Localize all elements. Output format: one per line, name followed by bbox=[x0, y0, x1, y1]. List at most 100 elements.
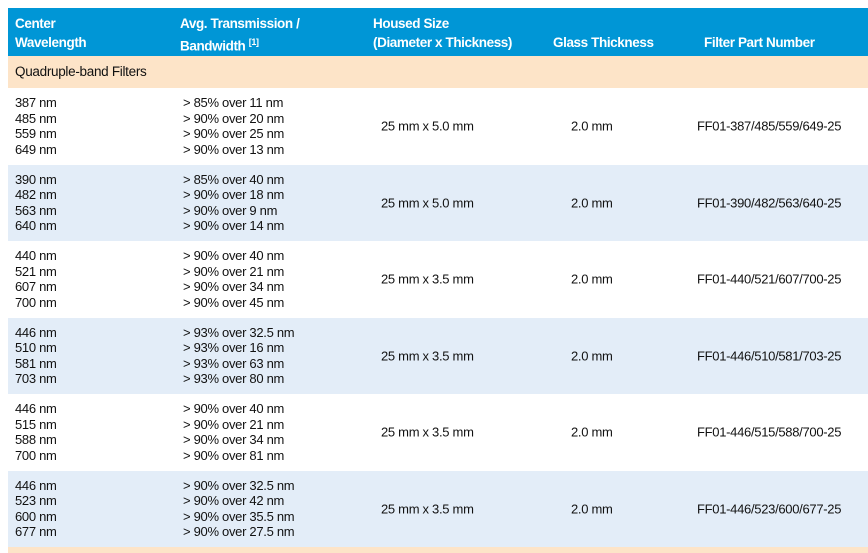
transmission-bandwidth-line: > 85% over 11 nm bbox=[183, 95, 284, 111]
center-wavelength-line: 515 nm bbox=[15, 416, 57, 432]
housed-size-line: 25 mm x 5.0 mm bbox=[381, 195, 474, 210]
table-row: 446 nm 510 nm 581 nm 703 nm > 93% over 32.5 … bbox=[8, 317, 868, 394]
housed-size: 25 mm x 3.5 mm bbox=[381, 501, 474, 517]
transmission-bandwidth-line: > 90% over 45 nm bbox=[183, 294, 285, 310]
housed-size: 25 mm x 3.5 mm bbox=[381, 425, 474, 441]
center-wavelength: 387 nm 485 nm 559 nm 649 nm bbox=[15, 95, 57, 157]
housed-size-line: 25 mm x 3.5 mm bbox=[381, 348, 474, 363]
glass-thickness: 2.0 mm bbox=[571, 195, 613, 211]
table-row: 390 nm 482 nm 563 nm 640 nm > 85% over 40 nm… bbox=[8, 164, 868, 241]
part-number: FF01-446/510/581/703-25 bbox=[697, 348, 841, 364]
housed-size-line: 25 mm x 3.5 mm bbox=[381, 424, 474, 440]
footnote-ref: [1] bbox=[248, 37, 259, 47]
transmission-bandwidth-line: > 90% over 40 nm bbox=[183, 248, 285, 264]
glass-thickness-line: 2.0 mm bbox=[571, 348, 613, 363]
center-wavelength-line: 559 nm bbox=[15, 126, 57, 142]
center-wavelength: 446 nm 523 nm 600 nm 677 nm bbox=[15, 478, 57, 540]
transmission-bandwidth-line: > 90% over 20 nm bbox=[183, 110, 285, 126]
header-text: Avg. Transmission / bbox=[180, 16, 300, 31]
transmission-bandwidth-line: > 90% over 27.5 nm bbox=[183, 524, 295, 540]
glass-thickness: 2.0 mm bbox=[571, 348, 613, 364]
glass-thickness-line: 2.0 mm bbox=[571, 501, 613, 516]
housed-size-line: 25 mm x 5.0 mm bbox=[381, 118, 474, 134]
transmission-bandwidth-line: > 90% over 18 nm bbox=[183, 187, 285, 203]
header-housed-size: Housed Size (Diameter x Thickness) bbox=[373, 14, 512, 52]
center-wavelength-line: 510 nm bbox=[15, 340, 57, 356]
housed-size: 25 mm x 5.0 mm bbox=[381, 195, 474, 211]
center-wavelength-line: 640 nm bbox=[15, 218, 57, 234]
center-wavelength-line: 677 nm bbox=[15, 524, 57, 540]
center-wavelength-line: 703 nm bbox=[15, 371, 57, 387]
center-wavelength-line: 440 nm bbox=[15, 248, 57, 264]
center-wavelength-line: 700 nm bbox=[15, 447, 57, 463]
part-number-line: FF01-446/510/581/703-25 bbox=[697, 348, 842, 363]
header-text: Center bbox=[15, 16, 56, 31]
transmission-bandwidth-line: > 90% over 34 nm bbox=[183, 279, 285, 295]
part-number-line: FF01-446/523/600/677-25 bbox=[697, 501, 842, 516]
center-wavelength-line: 446 nm bbox=[15, 324, 57, 340]
transmission-bandwidth-line: > 93% over 80 nm bbox=[183, 371, 285, 387]
glass-thickness-line: 2.0 mm bbox=[571, 195, 613, 210]
header-text: Bandwidth bbox=[180, 38, 246, 54]
transmission-bandwidth: > 90% over 32.5 nm > 90% over 42 nm > 90% … bbox=[183, 477, 295, 540]
table-footer-strip bbox=[8, 547, 868, 553]
center-wavelength-line: 588 nm bbox=[15, 432, 57, 448]
center-wavelength: 446 nm 510 nm 581 nm 703 nm bbox=[15, 325, 57, 387]
header-text: Wavelength bbox=[15, 35, 87, 50]
center-wavelength-line: 600 nm bbox=[15, 508, 57, 524]
header-center-wavelength: Center Wavelength bbox=[15, 14, 87, 52]
part-number: FF01-387/485/559/649-25 bbox=[697, 119, 841, 135]
housed-size: 25 mm x 3.5 mm bbox=[381, 348, 474, 364]
center-wavelength-line: 446 nm bbox=[15, 401, 57, 417]
transmission-bandwidth-line: > 90% over 32.5 nm bbox=[183, 477, 295, 493]
transmission-bandwidth: > 93% over 32.5 nm > 93% over 16 nm > 93% … bbox=[183, 324, 295, 387]
transmission-bandwidth-line: > 90% over 14 nm bbox=[183, 218, 285, 234]
transmission-bandwidth-line: > 90% over 9 nm bbox=[183, 202, 278, 218]
glass-thickness-line: 2.0 mm bbox=[571, 271, 613, 287]
center-wavelength-line: 700 nm bbox=[15, 294, 57, 310]
table-row: 446 nm 523 nm 600 nm 677 nm > 90% over 32.5 … bbox=[8, 470, 868, 547]
center-wavelength-line: 649 nm bbox=[15, 141, 57, 157]
part-number-line: FF01-390/482/563/640-25 bbox=[697, 195, 842, 210]
center-wavelength-line: 521 nm bbox=[15, 263, 57, 279]
transmission-bandwidth-line: > 90% over 13 nm bbox=[183, 141, 285, 157]
part-number-line: FF01-446/515/588/700-25 bbox=[697, 424, 842, 440]
transmission-bandwidth: > 90% over 40 nm > 90% over 21 nm > 90% ov… bbox=[183, 248, 284, 310]
transmission-bandwidth-line: > 90% over 42 nm bbox=[183, 493, 285, 509]
center-wavelength-line: 390 nm bbox=[15, 171, 57, 187]
transmission-bandwidth-line: > 93% over 16 nm bbox=[183, 340, 285, 356]
center-wavelength: 446 nm 515 nm 588 nm 700 nm bbox=[15, 401, 57, 463]
center-wavelength: 440 nm 521 nm 607 nm 700 nm bbox=[15, 248, 57, 310]
table-header: Center Wavelength Avg. Transmission / Band… bbox=[8, 8, 868, 56]
glass-thickness: 2.0 mm bbox=[571, 272, 613, 288]
glass-thickness: 2.0 mm bbox=[571, 425, 613, 441]
part-number-line: FF01-440/521/607/700-25 bbox=[697, 271, 842, 287]
transmission-bandwidth-line: > 90% over 35.5 nm bbox=[183, 508, 295, 524]
housed-size: 25 mm x 5.0 mm bbox=[381, 119, 474, 135]
part-number: FF01-390/482/563/640-25 bbox=[697, 195, 841, 211]
center-wavelength-line: 446 nm bbox=[15, 477, 57, 493]
center-wavelength-line: 607 nm bbox=[15, 279, 57, 295]
table-row: 387 nm 485 nm 559 nm 649 nm > 85% over 11 nm… bbox=[8, 88, 868, 165]
housed-size: 25 mm x 3.5 mm bbox=[381, 272, 474, 288]
transmission-bandwidth-line: > 90% over 40 nm bbox=[183, 401, 285, 417]
center-wavelength-line: 563 nm bbox=[15, 202, 57, 218]
part-number-line: FF01-387/485/559/649-25 bbox=[697, 118, 842, 134]
transmission-bandwidth-line: > 93% over 63 nm bbox=[183, 355, 285, 371]
part-number: FF01-446/515/588/700-25 bbox=[697, 425, 841, 441]
transmission-bandwidth-line: > 90% over 21 nm bbox=[183, 263, 285, 279]
table-row: 440 nm 521 nm 607 nm 700 nm > 90% over 40 nm… bbox=[8, 241, 868, 318]
transmission-bandwidth-line: > 85% over 40 nm bbox=[183, 171, 285, 187]
center-wavelength-line: 581 nm bbox=[15, 355, 57, 371]
housed-size-line: 25 mm x 3.5 mm bbox=[381, 271, 474, 287]
transmission-bandwidth-line: > 90% over 81 nm bbox=[183, 447, 285, 463]
transmission-bandwidth: > 85% over 11 nm > 90% over 20 nm > 90% ov… bbox=[183, 95, 284, 157]
transmission-bandwidth: > 90% over 40 nm > 90% over 21 nm > 90% ov… bbox=[183, 401, 284, 463]
part-number: FF01-446/523/600/677-25 bbox=[697, 501, 841, 517]
part-number: FF01-440/521/607/700-25 bbox=[697, 272, 841, 288]
glass-thickness: 2.0 mm bbox=[571, 119, 613, 135]
transmission-bandwidth: > 85% over 40 nm > 90% over 18 nm > 90% ov… bbox=[183, 172, 284, 234]
transmission-bandwidth-line: > 93% over 32.5 nm bbox=[183, 324, 295, 340]
housed-size-line: 25 mm x 3.5 mm bbox=[381, 501, 474, 516]
transmission-bandwidth-line: > 90% over 21 nm bbox=[183, 416, 285, 432]
